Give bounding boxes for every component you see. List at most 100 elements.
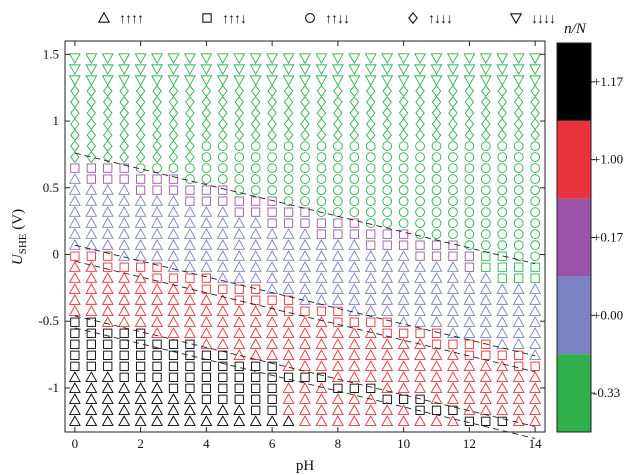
data-point	[464, 262, 474, 272]
data-point	[85, 239, 98, 250]
data-point	[348, 239, 361, 250]
data-point	[381, 53, 394, 65]
x-tick-label: 6	[269, 436, 276, 451]
data-point	[266, 349, 279, 360]
legend-marker	[509, 13, 523, 25]
data-point	[331, 338, 344, 349]
data-point	[348, 294, 361, 305]
data-point	[183, 217, 196, 228]
data-point	[134, 404, 147, 415]
data-point	[448, 174, 458, 184]
data-point	[283, 185, 294, 195]
data-point	[381, 338, 394, 349]
data-point	[85, 261, 98, 272]
data-point	[70, 140, 80, 153]
svg-text:USHE (V): USHE (V)	[10, 209, 29, 265]
data-point	[217, 163, 228, 173]
data-point	[480, 163, 491, 173]
data-point	[283, 141, 294, 151]
data-point	[397, 283, 410, 294]
data-point	[216, 316, 229, 327]
data-point	[381, 75, 394, 87]
data-point	[200, 305, 213, 316]
data-point	[70, 350, 80, 360]
data-point	[496, 294, 509, 305]
data-point	[200, 206, 213, 217]
y-tick-label: -0.5	[38, 313, 59, 328]
data-point	[85, 404, 98, 415]
data-point	[134, 316, 147, 327]
data-point	[364, 261, 377, 272]
data-point	[430, 382, 443, 393]
data-point	[152, 151, 162, 164]
data-point	[496, 338, 509, 349]
data-point	[134, 250, 147, 261]
data-point	[446, 349, 459, 360]
x-tick-label: 12	[463, 436, 476, 451]
data-point	[364, 327, 377, 338]
data-point	[216, 53, 229, 65]
data-point	[530, 118, 540, 130]
data-point	[151, 316, 164, 327]
data-point	[331, 360, 344, 371]
data-point	[101, 53, 114, 65]
data-point	[399, 229, 409, 239]
data-point	[85, 195, 98, 206]
data-point	[512, 283, 525, 294]
data-point	[464, 85, 475, 97]
data-point	[282, 64, 295, 76]
data-point	[366, 118, 376, 130]
data-point	[167, 404, 180, 415]
data-point	[414, 382, 427, 393]
data-point	[134, 393, 147, 404]
data-point	[118, 75, 131, 87]
data-point	[249, 250, 262, 261]
data-point	[267, 295, 277, 305]
data-point	[497, 207, 508, 218]
data-point	[234, 372, 244, 382]
data-point	[283, 129, 294, 142]
data-point	[233, 404, 246, 415]
data-point	[479, 294, 492, 305]
data-point	[529, 53, 542, 65]
data-point	[234, 163, 245, 173]
data-point	[151, 206, 164, 217]
data-point	[481, 107, 491, 119]
data-point	[481, 339, 491, 349]
data-point	[397, 305, 410, 316]
data-point	[103, 251, 113, 261]
data-point	[68, 195, 81, 206]
data-point	[85, 64, 98, 76]
data-point	[168, 107, 179, 119]
data-point	[266, 228, 279, 239]
data-point	[267, 383, 277, 393]
colorbar-frame	[556, 42, 592, 433]
data-point	[364, 64, 377, 76]
data-point	[381, 382, 394, 393]
data-point	[233, 272, 246, 283]
data-point	[68, 206, 81, 217]
data-point	[382, 152, 393, 162]
data-point	[364, 283, 377, 294]
data-point	[267, 118, 277, 130]
data-point	[183, 327, 196, 338]
data-point	[283, 118, 294, 130]
data-point	[431, 196, 442, 207]
data-point	[233, 327, 246, 338]
data-point	[364, 305, 377, 316]
data-point	[333, 174, 343, 184]
data-point	[530, 218, 541, 229]
data-point	[331, 53, 344, 65]
data-point	[333, 107, 343, 119]
data-point	[299, 239, 311, 250]
data-point	[448, 405, 458, 415]
data-point	[101, 404, 114, 415]
data-point	[136, 350, 146, 360]
data-point	[152, 129, 162, 142]
data-point	[152, 140, 162, 153]
data-point	[464, 96, 475, 108]
data-point	[513, 196, 524, 207]
data-point	[250, 96, 261, 108]
legend-marker	[305, 13, 315, 23]
data-point	[349, 185, 360, 195]
